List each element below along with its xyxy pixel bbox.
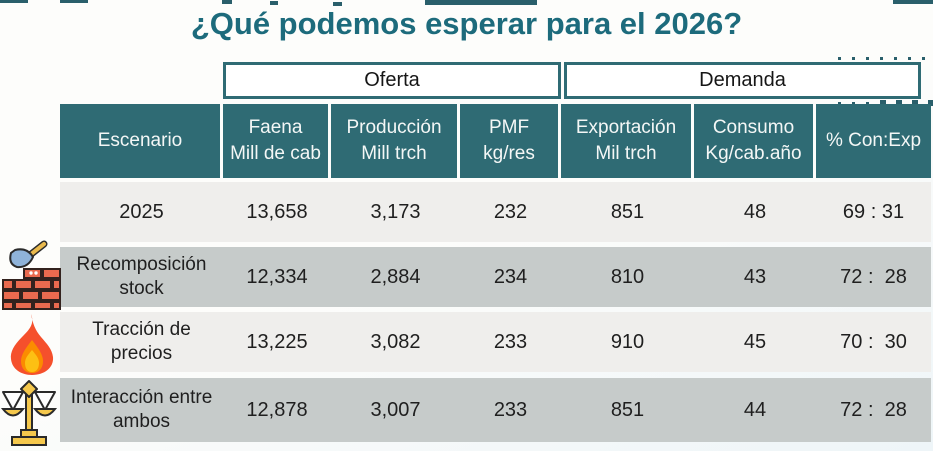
column-header-consumo: Consumo Kg/cab.año (694, 104, 816, 178)
cell-consumo: 44 (743, 398, 767, 421)
top-edge-decoration (425, 0, 537, 5)
cell-con-exp: 69 : 31 (842, 200, 905, 223)
top-edge-decoration (60, 0, 88, 3)
cell-pmf: 234 (493, 265, 528, 288)
group-header-demanda-label: Demanda (699, 69, 786, 91)
top-edge-decoration (270, 1, 278, 5)
column-header-unit: Kg/cab.año (705, 143, 802, 164)
column-header-con-exp: % Con:Exp (816, 104, 931, 178)
cell-consumo: 43 (743, 265, 767, 288)
cell-produccion: 2,884 (370, 265, 421, 288)
cell-exportacion: 810 (610, 265, 645, 288)
group-header-oferta-label: Oferta (364, 69, 420, 91)
row-label: Interacción entre ambos (70, 387, 213, 432)
top-edge-decoration (333, 2, 342, 6)
cell-con-exp: 70 : 30 (840, 330, 907, 353)
cell-faena: 13,225 (246, 330, 308, 353)
cell-faena: 13,658 (246, 200, 308, 223)
column-header-unit: kg/res (483, 143, 535, 164)
page-title: ¿Qué podemos esperar para el 2026? (190, 6, 743, 41)
column-header-label: Producción (346, 117, 442, 139)
column-header-label: Consumo (712, 117, 795, 139)
cell-pmf: 233 (493, 330, 528, 353)
fire-icon (6, 312, 58, 383)
column-header-produccion: Producción Mill trch (331, 104, 460, 178)
column-header-label: % Con:Exp (825, 130, 922, 152)
cell-produccion: 3,082 (370, 330, 421, 353)
row-label: Tracción de precios (92, 319, 191, 364)
column-header-pmf: PMF kg/res (460, 104, 561, 178)
dots-decoration-top (838, 57, 933, 60)
table-row-2025: 2025 13,658 3,173 232 851 48 69 : 31 (60, 182, 931, 242)
column-header-faena: Faena Mill de cab (223, 104, 331, 178)
cell-pmf: 233 (493, 398, 528, 421)
column-header-label: PMF (488, 117, 530, 139)
cell-exportacion: 910 (610, 330, 645, 353)
column-header-unit: Mill de cab (230, 143, 321, 164)
cell-produccion: 3,007 (370, 398, 421, 421)
top-edge-decoration (0, 0, 28, 3)
table-row-traccion-de-precios: Tracción de precios 13,225 3,082 233 910… (60, 312, 931, 372)
table-row-recomposicion-stock: Recomposición stock 12,334 2,884 234 810… (60, 247, 931, 307)
cell-con-exp: 72 : 28 (840, 265, 907, 288)
top-edge-decoration (893, 0, 933, 4)
cell-exportacion: 851 (610, 398, 645, 421)
row-label: Recomposición stock (76, 254, 207, 299)
column-header-label: Exportación (575, 117, 677, 139)
cell-pmf: 232 (493, 200, 528, 223)
group-header-oferta: Oferta (223, 62, 561, 99)
balance-scale-icon (0, 379, 58, 451)
column-header-label: Faena (248, 117, 303, 139)
brick-wall-trowel-icon (2, 240, 62, 315)
column-header-unit: Mil trch (595, 143, 657, 164)
cell-produccion: 3,173 (370, 200, 421, 223)
column-header-exportacion: Exportación Mil trch (561, 104, 694, 178)
cell-faena: 12,334 (246, 265, 308, 288)
cell-exportacion: 851 (610, 200, 645, 223)
cell-con-exp: 72 : 28 (840, 398, 907, 421)
dots-decoration-bottom (838, 100, 933, 106)
cell-consumo: 48 (743, 200, 767, 223)
cell-consumo: 45 (743, 330, 767, 353)
top-edge-decoration (222, 0, 232, 4)
cell-faena: 12,878 (246, 398, 308, 421)
column-header-label: Escenario (97, 130, 183, 152)
row-label: 2025 (119, 200, 164, 223)
column-header-escenario: Escenario (60, 104, 223, 178)
table-header-row: Escenario Faena Mill de cab Producción M… (60, 104, 931, 178)
group-header-demanda: Demanda (564, 62, 921, 99)
table-row-interaccion-entre-ambos: Interacción entre ambos 12,878 3,007 233… (60, 378, 931, 442)
column-header-unit: Mill trch (361, 143, 427, 164)
